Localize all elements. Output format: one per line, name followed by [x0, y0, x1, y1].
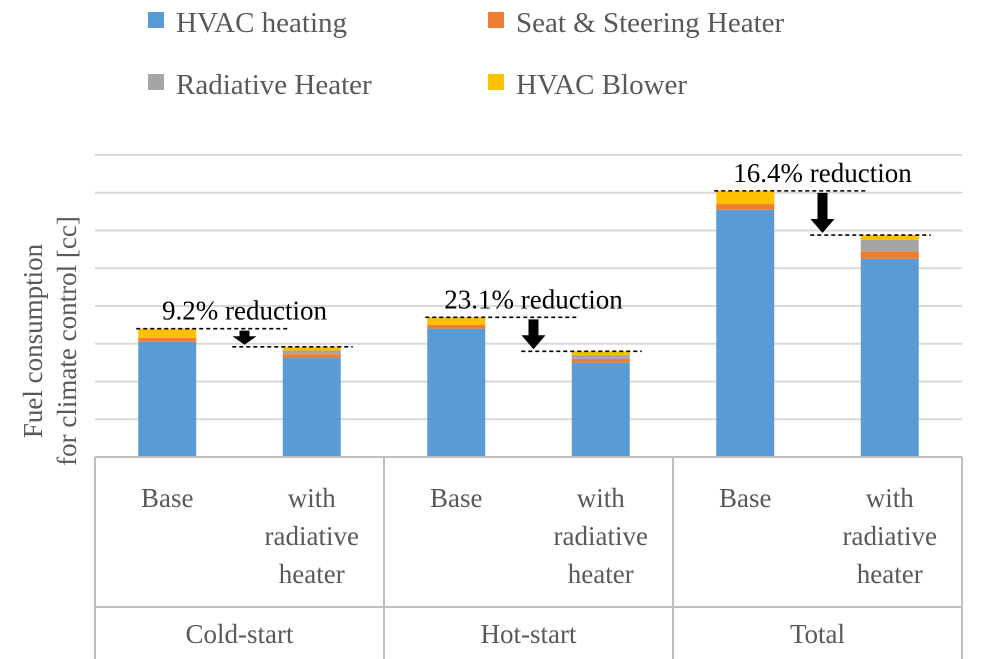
legend-swatch: [488, 74, 504, 90]
bar-segment: [282, 346, 341, 351]
category-label-line: radiative: [265, 521, 359, 551]
category-label-line: heater: [279, 559, 345, 589]
category-label: Base: [430, 483, 483, 513]
bar-segment: [571, 355, 630, 359]
reduction-label: 9.2% reduction: [162, 296, 327, 326]
bar-segment: [138, 341, 197, 457]
reduction-label: 16.4% reduction: [733, 158, 912, 188]
bar-segment: [282, 354, 341, 359]
category-label-line: heater: [568, 559, 634, 589]
y-axis-label-line: Fuel consumption: [18, 243, 48, 438]
legend-label: HVAC Blower: [516, 69, 687, 101]
legend-label: Radiative Heater: [176, 69, 372, 101]
bar-segment: [860, 235, 919, 240]
category-label-line: radiative: [554, 521, 648, 551]
bar-segment: [427, 328, 486, 457]
legend-swatch: [148, 74, 164, 90]
bar-segment: [427, 317, 486, 325]
y-axis-label: Fuel consumption for climate control [cc]: [18, 216, 82, 466]
bar-segment: [571, 358, 630, 363]
category-label-line: Base: [719, 483, 772, 513]
bar-segment: [860, 239, 919, 252]
category-label-line: Base: [141, 483, 194, 513]
bar-segment: [860, 251, 919, 259]
legend-swatch: [148, 12, 164, 28]
category-label: Base: [719, 483, 772, 513]
bar-segment: [427, 324, 486, 329]
category-label-line: heater: [857, 559, 923, 589]
category-label-line: with: [288, 483, 337, 513]
group-label: Total: [790, 619, 845, 649]
bar-segment: [860, 258, 919, 457]
y-axis-label-line: for climate control [cc]: [52, 216, 82, 466]
reduction-arrow: [521, 319, 546, 350]
bar-segment: [571, 351, 630, 356]
bar-segment: [571, 362, 630, 457]
legend-swatch: [488, 12, 504, 28]
legend-label: Seat & Steering Heater: [516, 7, 784, 39]
reduction-label: 23.1% reduction: [444, 284, 623, 314]
bar-segment: [282, 358, 341, 457]
legend: HVAC heating Seat & Steering Heater Radiat…: [148, 7, 784, 101]
bar-segment: [282, 350, 341, 355]
category-label: with radiative heater: [843, 483, 937, 589]
category-label: with radiative heater: [265, 483, 359, 589]
category-label-line: Base: [430, 483, 483, 513]
bar-segment: [138, 328, 197, 339]
axis: [94, 456, 963, 659]
legend-label: HVAC heating: [176, 7, 347, 39]
bar-segment: [716, 209, 775, 457]
category-labels: Base with radiative heater Base with radiative…: [141, 483, 937, 649]
reduction-arrow: [232, 330, 257, 345]
category-label: Base: [141, 483, 194, 513]
category-label-line: with: [866, 483, 915, 513]
category-label-line: radiative: [843, 521, 937, 551]
reduction-arrow: [810, 192, 835, 234]
annotations: 9.2% reduction 23.1% reduction 16.4% reduc…: [136, 158, 931, 353]
group-label: Cold-start: [186, 619, 294, 649]
bars: [138, 190, 919, 457]
category-label-line: with: [577, 483, 626, 513]
category-label: with radiative heater: [554, 483, 648, 589]
bar-segment: [716, 190, 775, 205]
gridlines: [95, 154, 962, 421]
bar-segment: [716, 204, 775, 210]
bar-segment: [138, 338, 197, 342]
group-label: Hot-start: [481, 619, 577, 649]
